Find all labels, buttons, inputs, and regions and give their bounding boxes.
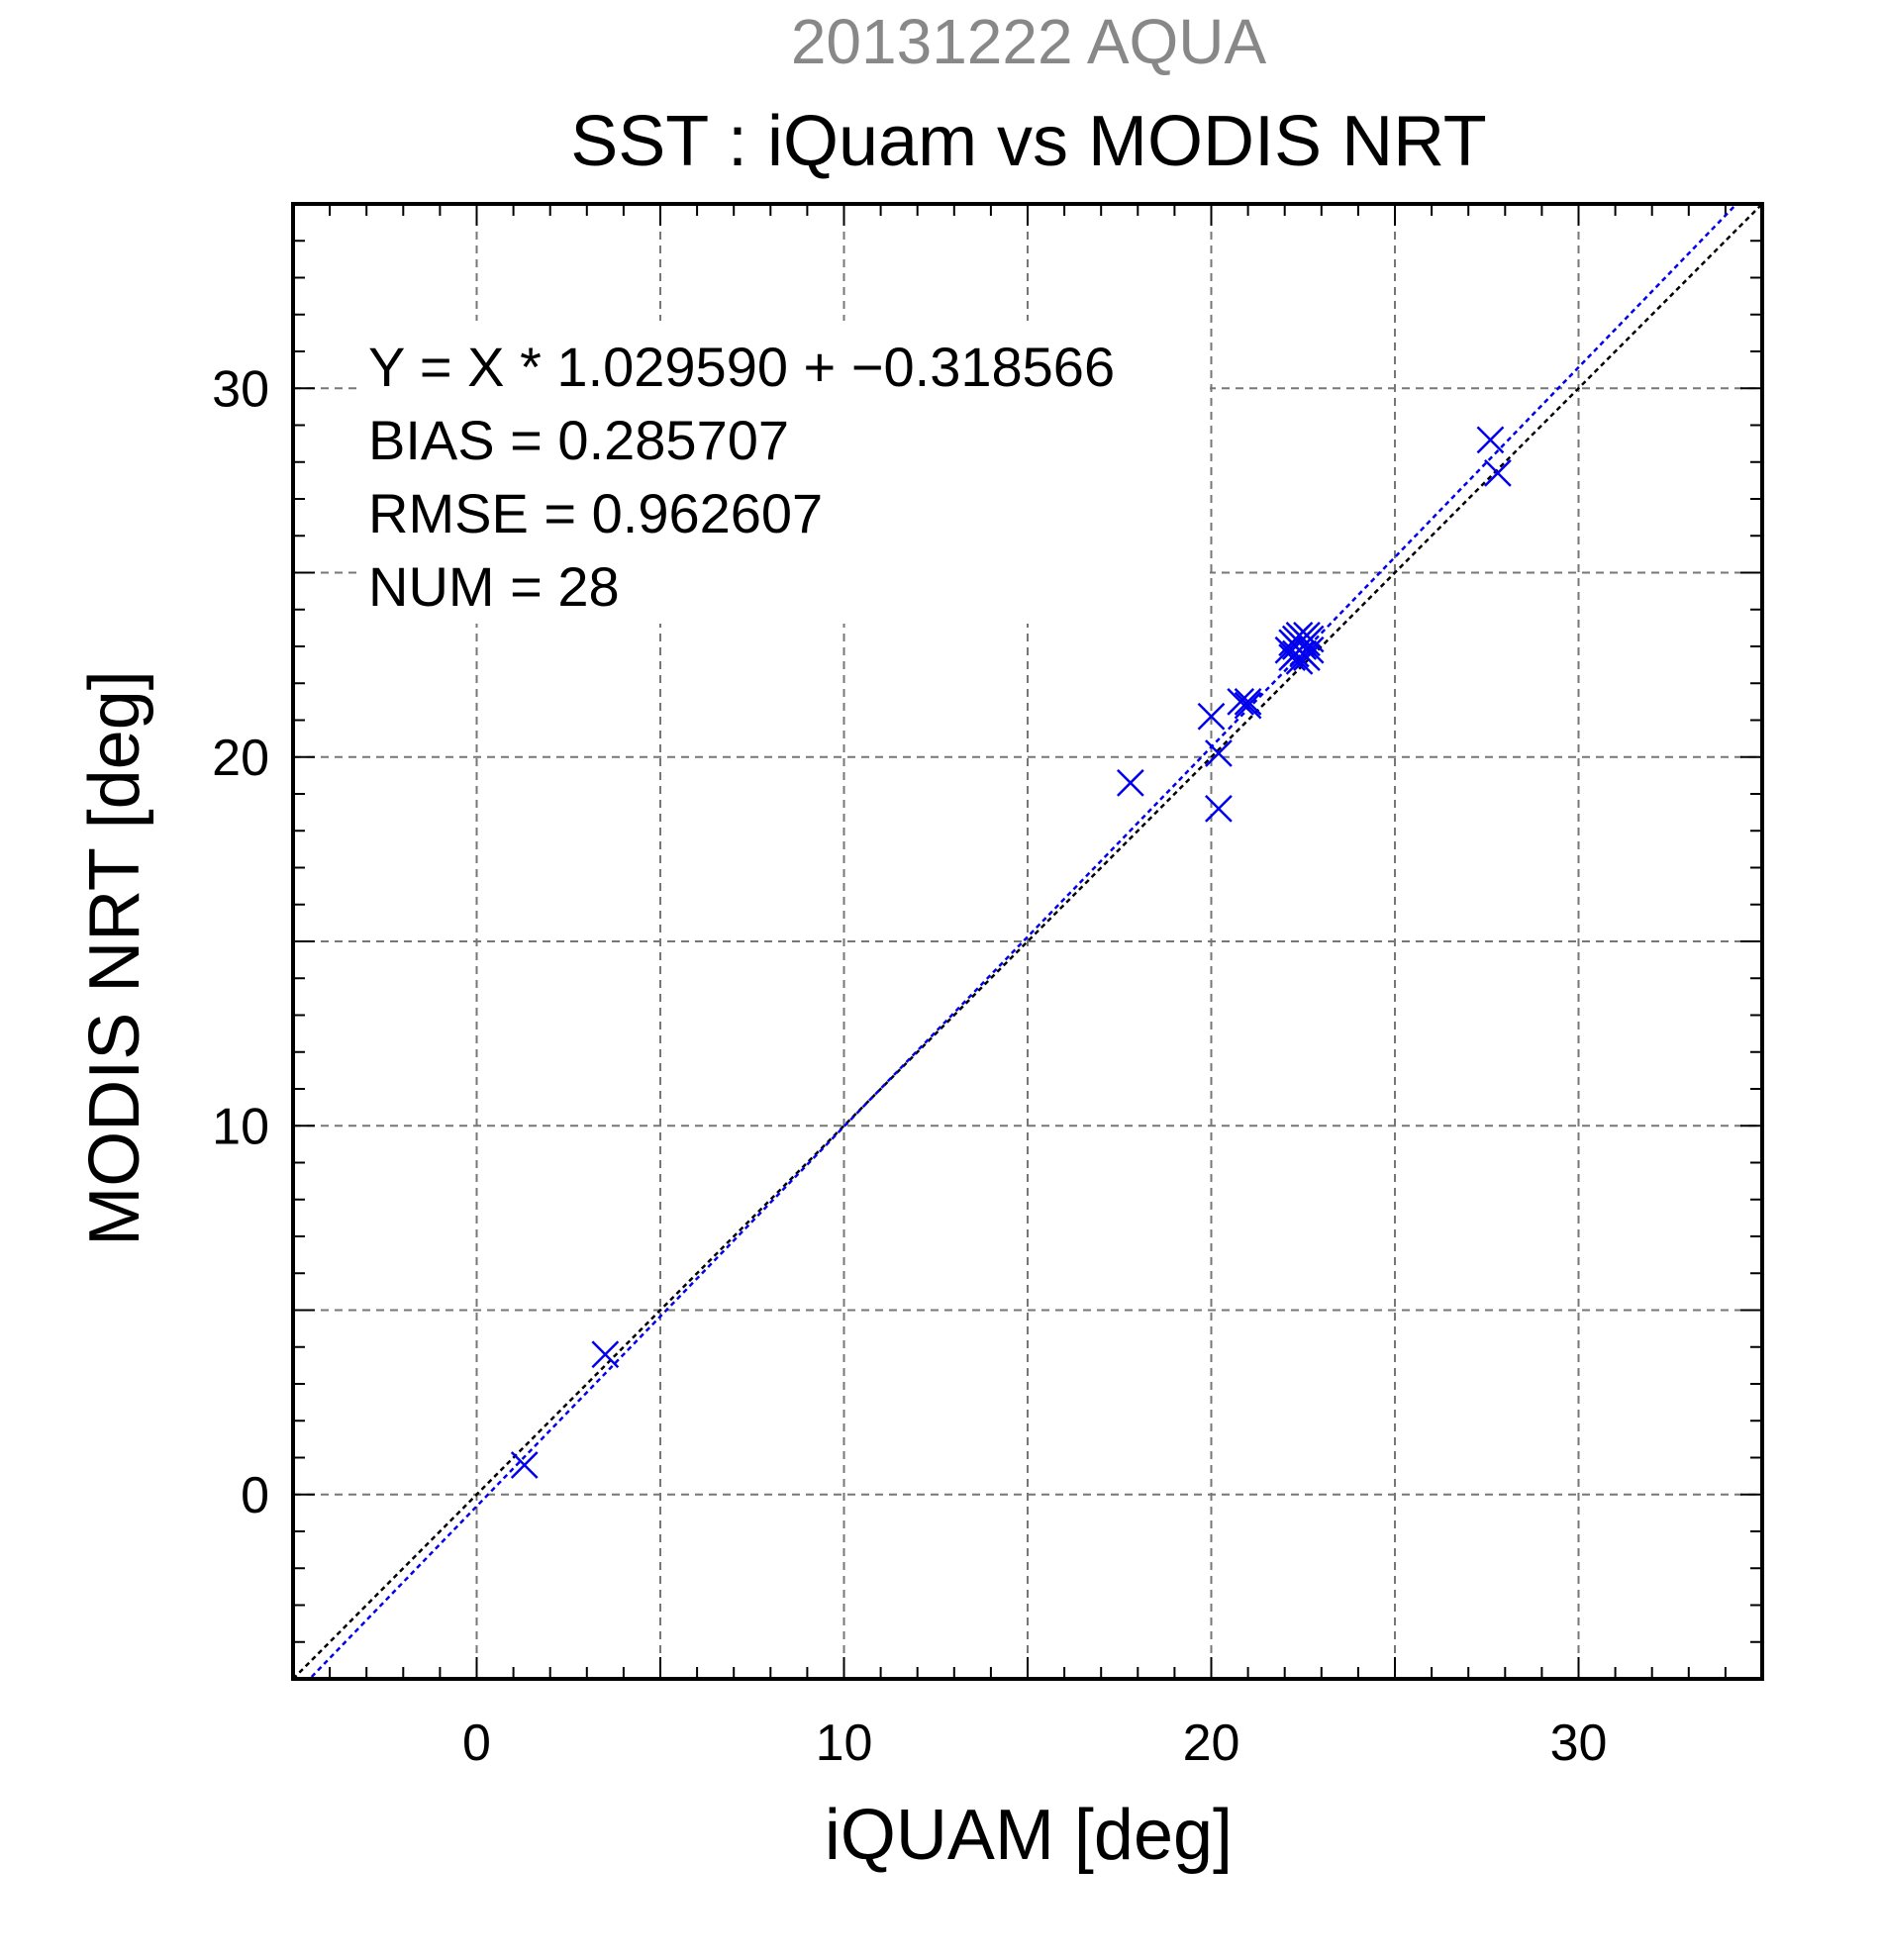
chart-supertitle: 20131222 AQUA	[791, 6, 1267, 77]
data-point-stroke	[1116, 768, 1144, 797]
y-tick-label: 20	[212, 730, 269, 787]
data-point	[1483, 459, 1512, 487]
x-tick-label: 10	[816, 1715, 873, 1772]
data-point	[1116, 768, 1144, 797]
data-point-stroke	[1483, 459, 1512, 487]
data-point-stroke	[1205, 795, 1233, 823]
data-point-stroke	[1281, 633, 1310, 660]
data-points	[510, 426, 1512, 1479]
data-point-stroke	[1234, 691, 1262, 720]
stats-line: NUM = 28	[368, 555, 620, 618]
data-point	[1234, 691, 1262, 720]
stats-line: BIAS = 0.285707	[368, 409, 789, 471]
stats-line: Y = X * 1.029590 + −0.318566	[368, 336, 1115, 398]
data-point	[1227, 687, 1255, 716]
data-point-stroke	[1197, 702, 1226, 731]
grid	[293, 204, 1762, 1679]
data-point	[1197, 702, 1226, 731]
data-point	[510, 1451, 539, 1479]
regression-line	[308, 204, 1738, 1679]
data-point	[1281, 633, 1310, 660]
tick-labels: 0 10 20 30 0 10 20 30	[212, 360, 1607, 1772]
data-point-stroke	[1234, 687, 1262, 716]
stats-line: RMSE = 0.962607	[368, 482, 823, 544]
data-point	[1476, 426, 1505, 454]
data-point	[1205, 795, 1233, 823]
chart-title: SST : iQuam vs MODIS NRT	[570, 102, 1487, 181]
data-point-stroke	[510, 1451, 539, 1479]
stats-annotation: Y = X * 1.029590 + −0.318566 BIAS = 0.285…	[358, 321, 1210, 624]
y-axis-label: MODIS NRT [deg]	[75, 670, 154, 1246]
plot-frame	[291, 202, 1764, 1681]
x-tick-label: 0	[462, 1715, 491, 1772]
x-tick-label: 20	[1183, 1715, 1240, 1772]
data-point-stroke	[1227, 687, 1255, 716]
y-tick-label: 10	[212, 1098, 269, 1155]
reference-lines	[293, 204, 1762, 1679]
data-point-stroke	[1296, 636, 1325, 664]
data-point-stroke	[1205, 739, 1233, 767]
data-point-stroke	[591, 1340, 620, 1369]
y-tick-label: 0	[241, 1467, 269, 1524]
data-point	[1234, 687, 1262, 716]
stats-background	[358, 321, 1210, 624]
y-tick-label: 30	[212, 360, 269, 418]
data-point	[1205, 739, 1233, 767]
x-axis-label: iQUAM [deg]	[825, 1796, 1233, 1875]
data-point	[591, 1340, 620, 1369]
data-point-stroke	[1476, 426, 1505, 454]
x-tick-label: 30	[1550, 1715, 1608, 1772]
